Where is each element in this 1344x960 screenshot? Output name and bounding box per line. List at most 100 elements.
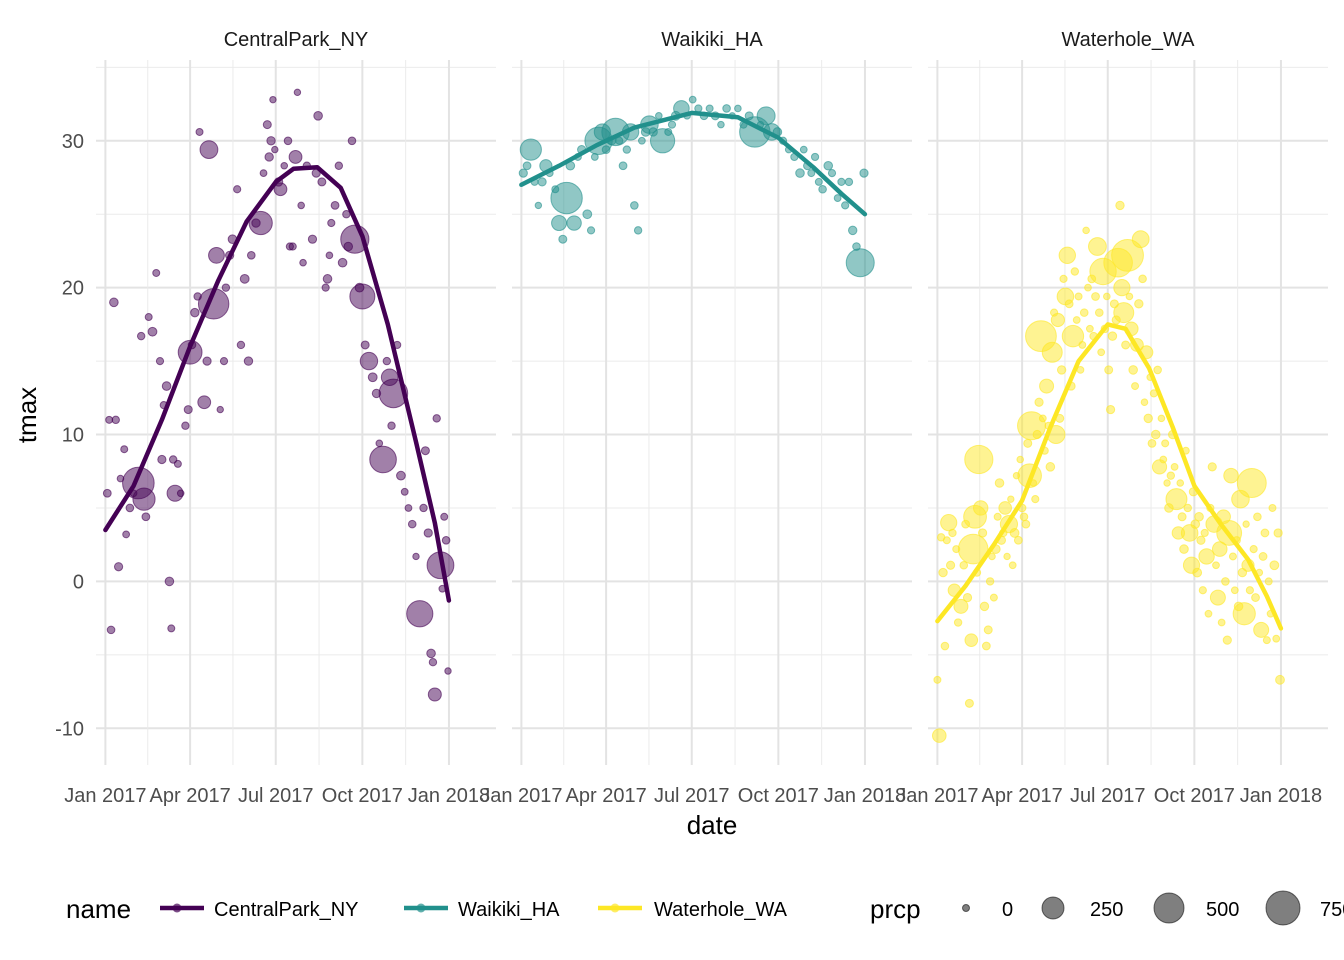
data-point — [722, 104, 731, 113]
data-point — [113, 562, 124, 572]
data-point — [1176, 479, 1185, 487]
data-point — [147, 326, 158, 337]
data-point — [667, 120, 677, 129]
data-point — [844, 177, 854, 187]
data-point — [841, 201, 850, 210]
data-point — [1143, 413, 1153, 424]
data-point — [1204, 609, 1213, 618]
data-point — [132, 487, 156, 511]
data-point — [199, 140, 219, 159]
data-point — [979, 601, 990, 612]
data-point — [307, 234, 318, 244]
data-point — [1166, 471, 1176, 480]
data-point — [337, 257, 348, 268]
data-point — [106, 625, 116, 635]
data-point — [219, 356, 229, 366]
data-point — [1190, 519, 1201, 529]
data-point — [1242, 520, 1250, 528]
data-point — [141, 512, 151, 522]
data-point — [1084, 283, 1092, 292]
y-tick-label: -10 — [55, 718, 84, 740]
data-point — [288, 150, 303, 164]
data-point — [1253, 512, 1262, 522]
data-point — [1179, 544, 1189, 554]
data-point — [195, 127, 204, 136]
strip-title: Waterhole_WA — [1061, 29, 1195, 51]
x-tick-label: Oct 2017 — [738, 785, 819, 807]
data-point — [931, 728, 947, 743]
data-point — [1023, 438, 1033, 448]
data-point — [396, 470, 406, 481]
data-point — [432, 414, 441, 423]
data-point — [618, 161, 628, 171]
data-point — [1194, 511, 1204, 522]
data-point — [1192, 567, 1203, 578]
data-point — [1207, 462, 1217, 472]
data-point — [266, 136, 276, 146]
data-point — [1021, 519, 1031, 529]
data-point — [1056, 365, 1067, 375]
data-point — [537, 177, 547, 187]
x-tick-label: Jan 2018 — [1240, 785, 1322, 807]
data-point — [181, 421, 190, 430]
data-point — [144, 313, 153, 322]
x-tick-label: Jan 2017 — [480, 785, 562, 807]
data-point — [1163, 479, 1171, 487]
data-point — [1039, 378, 1055, 394]
data-point — [111, 415, 120, 425]
data-point — [1200, 528, 1209, 538]
data-point — [964, 698, 974, 708]
data-point — [440, 512, 449, 521]
data-point — [1097, 348, 1106, 357]
data-point — [1019, 512, 1029, 522]
x-tick-label: Oct 2017 — [322, 785, 403, 807]
data-point — [942, 536, 951, 545]
data-point — [288, 242, 297, 251]
data-point — [164, 576, 175, 587]
data-point — [216, 405, 224, 414]
data-point — [359, 351, 379, 371]
data-point — [321, 283, 330, 292]
data-point — [1082, 226, 1090, 235]
data-point — [1050, 312, 1065, 328]
data-point — [375, 439, 384, 448]
y-axis-title: tmax — [12, 387, 42, 443]
data-point — [1165, 488, 1188, 511]
data-point — [1070, 267, 1080, 276]
data-point — [989, 593, 998, 602]
data-point — [297, 201, 305, 210]
data-point — [271, 145, 279, 154]
data-point — [299, 258, 307, 267]
data-point — [977, 528, 988, 538]
data-point — [622, 145, 632, 154]
data-point — [827, 168, 837, 178]
data-point — [1031, 495, 1040, 504]
data-point — [400, 487, 409, 496]
data-point — [176, 489, 185, 498]
data-point — [202, 356, 212, 366]
data-point — [221, 283, 231, 292]
data-point — [283, 136, 293, 146]
data-point — [1153, 365, 1162, 375]
data-point — [1121, 340, 1131, 350]
data-point — [420, 446, 430, 456]
data-point — [518, 168, 528, 178]
x-tick-label: Apr 2017 — [150, 785, 231, 807]
data-point — [848, 225, 858, 236]
data-point — [1251, 593, 1260, 602]
data-point — [1253, 621, 1270, 638]
data-point — [369, 445, 397, 474]
data-point — [1170, 462, 1179, 471]
x-tick-label: Jan 2017 — [64, 785, 146, 807]
data-point — [1034, 397, 1044, 407]
data-point — [317, 177, 327, 187]
legend-label: CentralPark_NY — [214, 899, 359, 921]
data-point — [334, 161, 344, 170]
data-point — [1272, 634, 1281, 643]
legend-title-prcp: prcp — [870, 894, 921, 924]
data-point — [988, 552, 996, 561]
data-point — [1260, 528, 1270, 538]
data-point — [1103, 292, 1111, 301]
data-point — [236, 340, 246, 350]
data-point — [313, 111, 323, 121]
